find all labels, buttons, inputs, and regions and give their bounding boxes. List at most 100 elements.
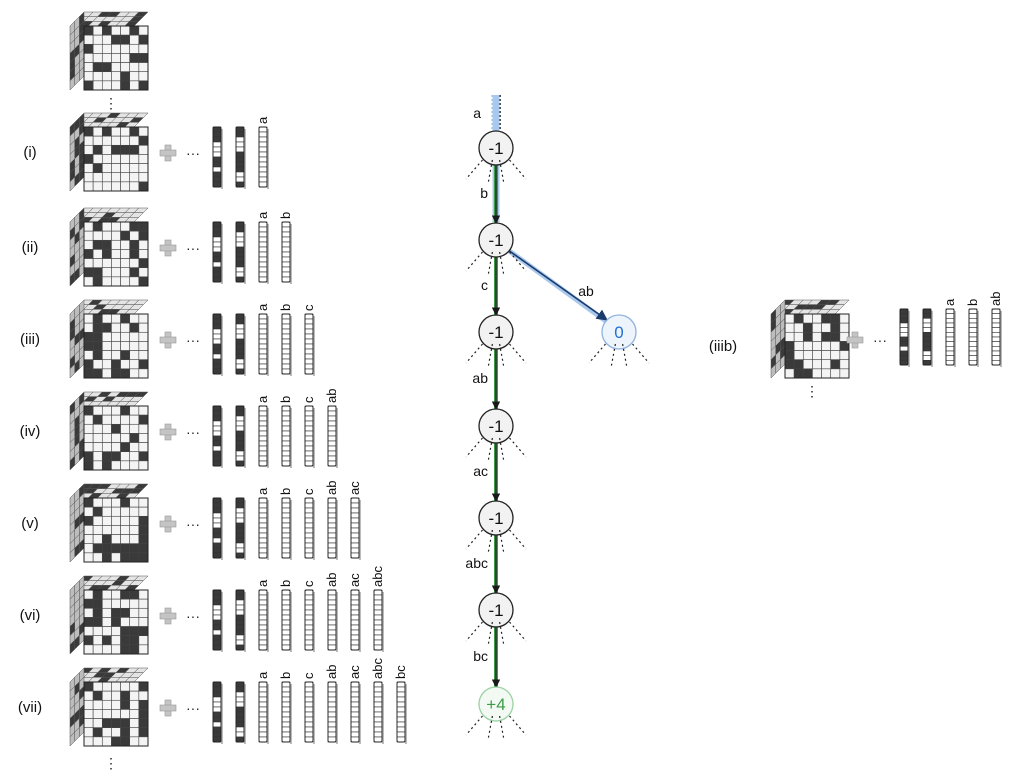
cube-front-cell: [120, 451, 131, 462]
column-cell: [281, 711, 291, 718]
column-cell: [327, 594, 337, 601]
column-cell: [258, 701, 268, 708]
cube-front-cell: [120, 221, 131, 232]
column-cell: [281, 348, 291, 355]
column-cell: [258, 547, 268, 554]
column-cell: [899, 350, 909, 356]
cube-front-cell: [111, 163, 121, 174]
column-cell: [281, 445, 291, 452]
column-cell: [212, 276, 222, 283]
new-column: [350, 589, 361, 652]
column-cell: [281, 313, 291, 320]
cube-front-cell: [138, 258, 149, 269]
column-side: [359, 684, 361, 744]
cube-front-cell: [101, 736, 112, 747]
cube-front-cell: [129, 635, 140, 646]
column-cell: [258, 614, 268, 621]
cube-front-cell: [111, 552, 121, 563]
cube-front-cell: [129, 699, 140, 710]
column-cell: [350, 552, 360, 559]
cube-front-cell: [784, 359, 795, 370]
column-cell: [235, 151, 245, 158]
cube-front-cell: [101, 34, 112, 45]
column-cell: [258, 241, 268, 248]
column-cell: [281, 425, 291, 432]
column-cell: [258, 706, 268, 713]
column-cell: [991, 322, 1001, 328]
column-cell: [235, 594, 245, 601]
cube-front-cell: [92, 62, 103, 73]
cube-outline: [83, 497, 149, 563]
column-cell: [281, 512, 291, 519]
cube-front-cell: [83, 718, 94, 729]
column-cell: [281, 460, 291, 467]
cube-front-cell: [120, 71, 131, 82]
cube-front-cell: [138, 598, 149, 609]
column-outline: [373, 681, 383, 743]
column-cell: [899, 308, 909, 314]
column-outline: [350, 589, 360, 651]
column-cell: [945, 336, 955, 342]
column-cell: [304, 716, 314, 723]
column-cell: [212, 537, 222, 544]
node-value: -1: [488, 417, 503, 436]
column-outline: [258, 126, 268, 188]
new-column: [258, 681, 269, 744]
column-cell: [235, 425, 245, 432]
cube-front-cell: [92, 405, 103, 416]
column-side: [244, 408, 246, 468]
cube-front-cell: [129, 423, 140, 434]
column-cell: [281, 420, 291, 427]
column-cell: [235, 706, 245, 713]
cube-front-cell: [120, 433, 131, 443]
column-cell: [304, 440, 314, 447]
column-cell: [327, 696, 337, 703]
node-value: -1: [488, 509, 503, 528]
column-cell: [212, 599, 222, 606]
cube-front-cell: [92, 727, 103, 738]
column-cell: [327, 686, 337, 693]
cube-front-cell: [83, 126, 94, 137]
child-stub: [509, 159, 527, 180]
row-label: (ii): [22, 239, 39, 256]
plus-horizontal: [159, 612, 177, 620]
cube-front-cell: [793, 322, 804, 333]
column-cell: [945, 313, 955, 319]
child-stub: [499, 343, 505, 369]
column-cell: [258, 151, 268, 158]
column-cell: [327, 711, 337, 718]
column-label: b: [278, 672, 293, 679]
cube-front-cell: [83, 607, 94, 618]
cube-front-cell: [812, 341, 822, 351]
column-cell: [304, 639, 314, 646]
column-cell: [235, 604, 245, 611]
column-cell: [258, 517, 268, 524]
cube-front-cell: [120, 635, 131, 646]
base-column: [212, 126, 223, 189]
cube-front-cell: [129, 617, 140, 627]
new-column: [258, 221, 269, 284]
column-cell: [281, 328, 291, 335]
tree-node-nb: 0: [601, 314, 637, 350]
cube-front-cell: [83, 80, 94, 91]
column-cell: [304, 696, 314, 703]
column-cell: [281, 246, 291, 253]
column-cell: [327, 440, 337, 447]
cube-front-cell: [120, 405, 131, 416]
column-cell: [350, 517, 360, 524]
cube-front-cell: [120, 249, 131, 259]
column-cell: [212, 726, 222, 733]
plus-icon: [159, 515, 177, 533]
new-column: [258, 405, 269, 468]
column-cell: [212, 497, 222, 504]
column-cell: [235, 221, 245, 228]
cube-front-cell: [92, 126, 103, 137]
cube-front-cell: [111, 258, 121, 269]
column-cell: [350, 686, 360, 693]
column-side: [359, 500, 361, 560]
cube-front-cell: [111, 414, 121, 425]
column-cell: [327, 532, 337, 539]
cube-front-cell: [138, 534, 149, 545]
cube-outline: [83, 405, 149, 471]
column-side: [244, 316, 246, 376]
